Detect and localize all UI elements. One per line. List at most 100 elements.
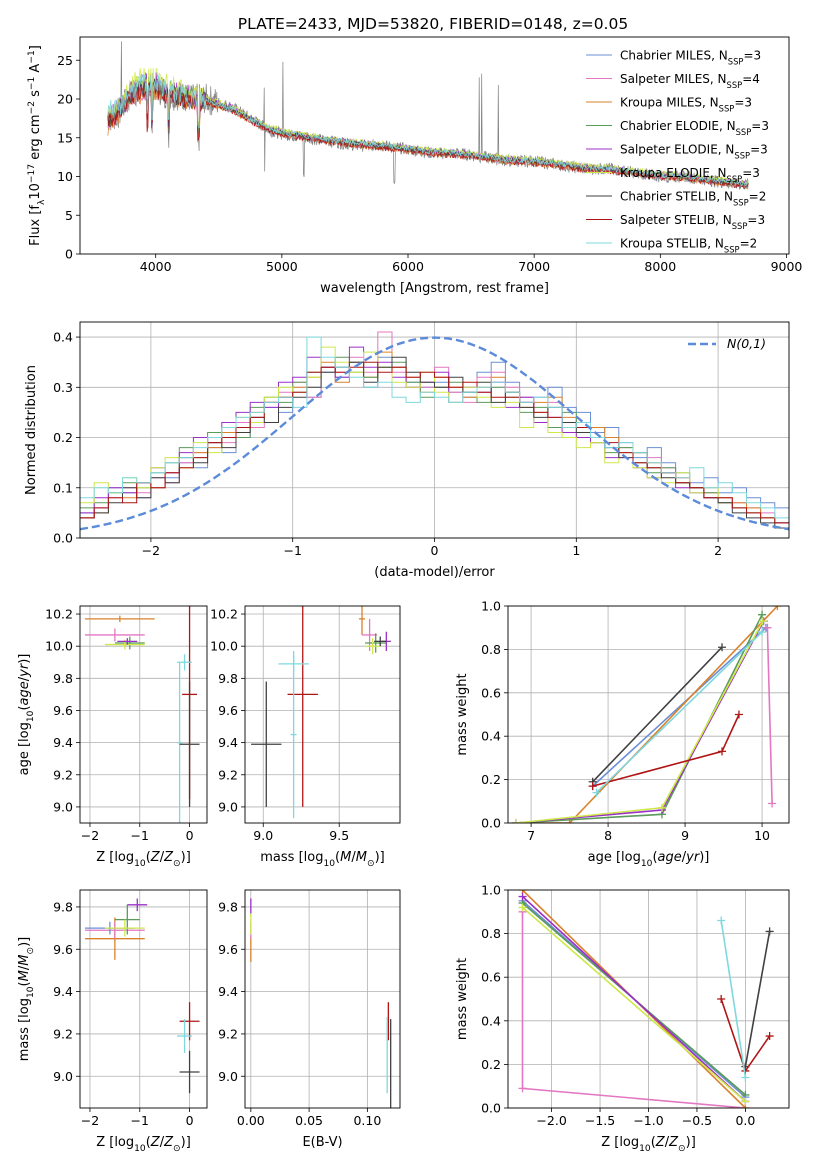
y-tick-label: 9.2 <box>53 1026 73 1041</box>
y-axis-label: Normed distribution <box>24 365 39 495</box>
y-tick-label: 9.8 <box>218 671 238 686</box>
y-tick-label: 20 <box>57 92 73 107</box>
y-tick-label: 0.0 <box>481 816 501 831</box>
legend: Chabrier MILES, NSSP=3 Salpeter MILES, NS… <box>586 49 769 255</box>
weight-marker <box>657 803 666 812</box>
weight-line <box>521 895 746 1103</box>
y-tick-label: 0.3 <box>53 380 73 395</box>
legend-label: N(0,1) <box>727 336 766 351</box>
y-tick-label: 0.4 <box>481 729 501 744</box>
axes-frame <box>79 605 208 824</box>
plot-area <box>511 606 782 823</box>
legend-label: Chabrier STELIB, NSSP=2 <box>620 190 766 208</box>
x-tick-label: −0.5 <box>682 1113 712 1128</box>
x-tick-label: 8 <box>604 828 612 843</box>
gaussian-curve <box>80 336 789 531</box>
x-tick-label: −2.0 <box>536 1113 566 1128</box>
x-tick-label: 0.00 <box>237 1113 265 1128</box>
y-axis-label: mass weight <box>455 958 470 1040</box>
y-tick-label: 0.6 <box>481 685 501 700</box>
x-tick-label: 7000 <box>518 259 550 274</box>
x-axis-label: wavelength [Angstrom, rest frame] <box>320 281 549 296</box>
weight-marker <box>588 782 597 791</box>
legend-label: Kroupa MILES, NSSP=3 <box>620 96 752 114</box>
y-tick-label: 0.4 <box>481 1013 501 1028</box>
panel-residuals: N(0,1) −2 −1 0 1 2 0.0 0.1 0.2 0.3 0.4 (data-model)… <box>24 321 790 580</box>
x-axis-label: age [log10(age/yr)] <box>588 850 710 869</box>
model-spectrum-line <box>107 73 749 187</box>
x-tick-label: 0.0 <box>735 1113 755 1128</box>
x-tick-label: −1 <box>131 1113 149 1128</box>
weight-line <box>720 920 747 1078</box>
weight-marker <box>765 927 774 936</box>
x-tick-label: 6000 <box>392 259 424 274</box>
y-tick-label: 9.0 <box>218 1069 238 1084</box>
y-tick-label: 0.6 <box>481 970 501 985</box>
weight-marker <box>518 903 527 912</box>
y-tick-label: 9.0 <box>218 799 238 814</box>
x-tick-label: 0 <box>186 828 194 843</box>
x-axis-label: Z [log10(Z/Z⊙)] <box>96 850 191 869</box>
y-tick-label: 0.4 <box>53 330 73 345</box>
axes-frame <box>244 889 401 1109</box>
panel-weight-vs-Z: −2.0 −1.5 −1.0 −0.5 0.0 0.0 0.2 0.4 0.6 0.8 1.0 Z [… <box>455 883 790 1154</box>
figure-title: PLATE=2433, MJD=53820, FIBERID=0148, z=0… <box>238 15 628 33</box>
x-axis-label: Z [log10(Z/Z⊙)] <box>601 1135 696 1154</box>
weight-marker <box>511 819 520 823</box>
weight-line <box>592 627 767 787</box>
y-axis-label: mass weight <box>455 673 470 755</box>
x-tick-label: −1.5 <box>585 1113 615 1128</box>
axes-frame <box>507 605 790 824</box>
legend-label: Kroupa ELODIE, NSSP=3 <box>620 166 760 184</box>
y-tick-label: 9.2 <box>218 1026 238 1041</box>
y-tick-label: 25 <box>57 53 73 68</box>
y-tick-label: 0.1 <box>53 480 73 495</box>
x-tick-label: 7 <box>527 828 535 843</box>
plot-area <box>250 898 392 1108</box>
x-tick-label: 8000 <box>644 259 676 274</box>
legend-label: Salpeter STELIB, NSSP=3 <box>620 213 765 231</box>
y-tick-label: 10 <box>57 169 73 184</box>
y-tick-label: 9.8 <box>53 899 73 914</box>
weight-marker <box>765 1032 774 1041</box>
y-tick-label: 9.6 <box>53 703 73 718</box>
y-tick-label: 0.0 <box>481 1101 501 1116</box>
weight-line <box>515 620 765 823</box>
weight-marker <box>734 710 743 719</box>
legend-label: Salpeter ELODIE, NSSP=3 <box>620 143 768 161</box>
weight-line <box>515 614 763 823</box>
weight-line <box>515 620 764 823</box>
weight-line <box>744 931 771 1067</box>
y-tick-label: 0.0 <box>53 531 73 546</box>
weight-marker <box>758 628 767 637</box>
weight-marker <box>718 643 727 652</box>
x-tick-label: 1 <box>572 543 580 558</box>
y-tick-label: 9.0 <box>53 799 73 814</box>
y-tick-label: 0.2 <box>53 430 73 445</box>
plot-area <box>80 331 789 538</box>
x-tick-label: 9 <box>681 828 689 843</box>
legend-label: Chabrier ELODIE, NSSP=3 <box>620 119 769 137</box>
axes-frame <box>79 36 790 255</box>
weight-line <box>592 646 723 783</box>
x-tick-label: 10 <box>754 828 770 843</box>
y-tick-label: 0.2 <box>481 772 501 787</box>
x-axis-label: mass [log10(M/M⊙)] <box>260 850 384 869</box>
weight-marker <box>758 617 767 626</box>
histogram-step <box>80 336 789 538</box>
y-axis-label: age [log10(age/yr)] <box>17 654 36 776</box>
x-tick-label: 0.10 <box>353 1113 381 1128</box>
x-tick-label: −2 <box>142 543 160 558</box>
model-spectrum-line <box>107 67 749 187</box>
y-axis-label: Flux [fλ10−17 erg cm−2 s−1 A−1] <box>27 45 47 246</box>
model-spectrum-line <box>107 81 749 189</box>
x-tick-label: 0 <box>186 1113 194 1128</box>
x-tick-label: −2 <box>81 828 99 843</box>
y-tick-label: 0 <box>65 247 73 262</box>
weight-line <box>521 906 746 1103</box>
legend-label: Chabrier MILES, NSSP=3 <box>620 49 761 67</box>
x-axis-label: (data-model)/error <box>374 565 495 580</box>
y-tick-label: 0.2 <box>481 1057 501 1072</box>
y-tick-label: 9.0 <box>53 1069 73 1084</box>
